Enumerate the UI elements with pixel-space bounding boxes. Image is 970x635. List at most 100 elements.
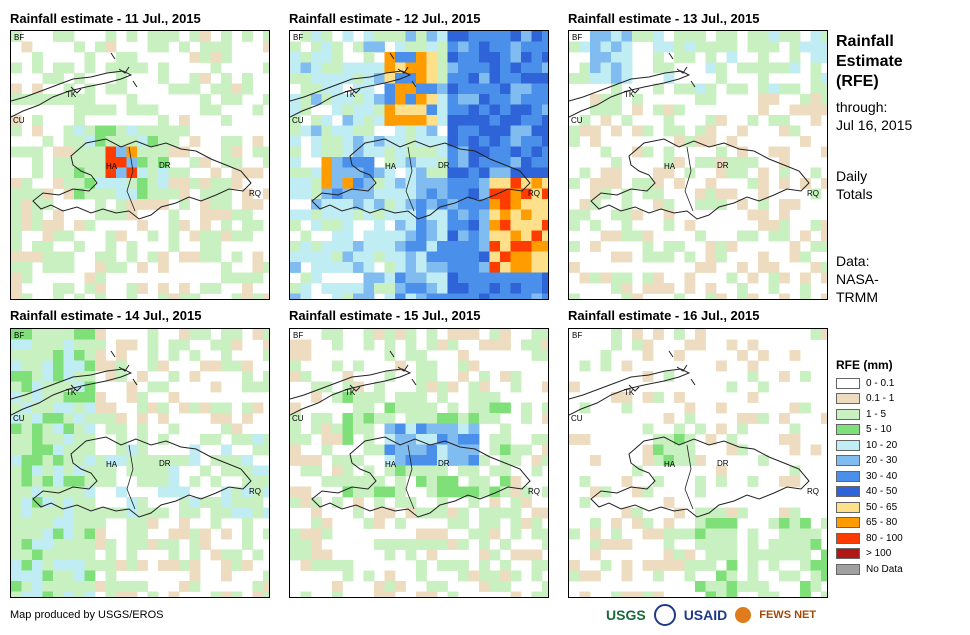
raster-cell	[716, 115, 727, 126]
raster-cell	[189, 402, 201, 414]
raster-cell	[395, 62, 406, 74]
map-label-rq: RQ	[249, 487, 261, 496]
raster-cell	[384, 188, 396, 200]
raster-cell	[11, 241, 22, 252]
raster-cell	[74, 528, 85, 540]
raster-cell	[53, 329, 64, 340]
raster-cell	[105, 570, 117, 582]
raster-cell	[405, 539, 417, 550]
raster-cell	[21, 220, 33, 231]
raster-cell	[137, 518, 148, 529]
raster-cell	[768, 539, 780, 550]
raster-cell	[384, 251, 396, 263]
raster-cell	[53, 518, 64, 529]
raster-cell	[221, 350, 232, 361]
raster-cell	[363, 423, 375, 435]
raster-cell	[158, 178, 169, 189]
raster-cell	[137, 188, 148, 200]
raster-cell	[531, 549, 543, 561]
raster-cell	[500, 476, 511, 487]
legend-row: No Data	[836, 563, 903, 575]
raster-cell	[810, 444, 822, 456]
raster-cell	[810, 115, 822, 126]
raster-cell	[158, 507, 169, 519]
raster-cell	[384, 209, 396, 221]
raster-cell	[53, 455, 64, 466]
raster-cell	[674, 329, 685, 340]
raster-cell	[32, 413, 43, 424]
raster-cell	[600, 539, 612, 550]
raster-cell	[611, 125, 622, 137]
raster-cell	[800, 41, 811, 53]
raster-cell	[758, 413, 769, 424]
raster-cell	[231, 167, 243, 179]
raster-cell	[63, 360, 75, 372]
raster-cell	[189, 497, 201, 508]
legend-swatch	[836, 455, 860, 466]
raster-cell	[447, 94, 459, 105]
raster-cell	[621, 73, 633, 84]
raster-cell	[252, 591, 264, 597]
raster-cell	[737, 62, 748, 74]
raster-cell	[758, 104, 769, 116]
raster-cell	[210, 178, 222, 189]
raster-cell	[158, 476, 169, 487]
raster-cell	[821, 570, 827, 582]
daily-label-2: Totals	[836, 186, 873, 202]
legend-row: 40 - 50	[836, 486, 897, 498]
raster-cell	[632, 178, 643, 189]
raster-cell	[42, 549, 54, 561]
raster-cell	[290, 360, 301, 372]
raster-cell	[569, 73, 580, 84]
raster-cell	[447, 381, 459, 393]
raster-cell	[716, 188, 727, 200]
raster-cell	[321, 434, 333, 445]
raster-cell	[32, 507, 43, 519]
raster-cell	[695, 94, 706, 105]
raster-cell	[821, 104, 827, 116]
raster-cell	[252, 381, 264, 393]
raster-cell	[53, 486, 64, 498]
raster-cell	[758, 209, 769, 221]
raster-cell	[231, 83, 243, 95]
raster-cell	[405, 125, 417, 137]
raster-cell	[479, 518, 490, 529]
raster-cell	[116, 209, 127, 221]
raster-cell	[42, 539, 54, 550]
raster-cell	[300, 251, 312, 263]
raster-cell	[95, 283, 106, 294]
raster-cell	[663, 146, 675, 158]
raster-cell	[416, 465, 427, 477]
raster-cell	[531, 199, 543, 210]
raster-cell	[447, 518, 459, 529]
raster-cell	[758, 581, 769, 592]
raster-cell	[11, 293, 22, 299]
raster-cell	[332, 251, 343, 263]
raster-cell	[137, 262, 148, 273]
legend-label: 0.1 - 1	[866, 393, 895, 404]
raster-cell	[500, 251, 511, 263]
raster-cell	[800, 251, 811, 263]
raster-cell	[437, 251, 448, 263]
raster-cell	[374, 73, 385, 84]
raster-cell	[147, 507, 159, 519]
raster-cell	[695, 423, 706, 435]
raster-cell	[290, 146, 301, 158]
raster-cell	[84, 549, 96, 561]
raster-cell	[95, 476, 106, 487]
raster-cell	[126, 167, 138, 179]
raster-cell	[590, 518, 601, 529]
raster-cell	[74, 115, 85, 126]
raster-cell	[500, 434, 511, 445]
raster-cell	[500, 188, 511, 200]
raster-cell	[105, 560, 117, 571]
raster-cell	[590, 220, 601, 231]
raster-cell	[716, 507, 727, 519]
raster-cell	[621, 199, 633, 210]
raster-cell	[447, 220, 459, 231]
raster-cell	[168, 350, 180, 361]
raster-cell	[468, 262, 480, 273]
raster-cell	[42, 220, 54, 231]
raster-cell	[663, 539, 675, 550]
raster-cell	[321, 83, 333, 95]
